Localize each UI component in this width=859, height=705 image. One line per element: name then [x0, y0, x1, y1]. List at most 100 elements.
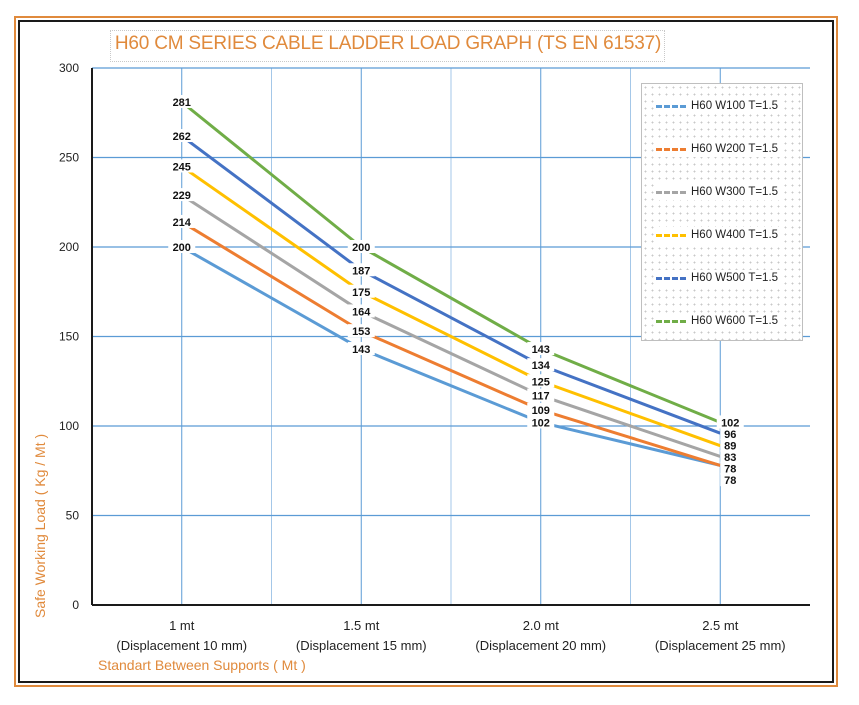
data-label: 187 — [352, 265, 370, 277]
x-tick-label: (Displacement 10 mm) — [116, 638, 247, 653]
data-label-bg — [527, 388, 555, 402]
data-label: 153 — [352, 326, 370, 338]
legend-label: H60 W400 T=1.5 — [691, 229, 779, 241]
x-tick-label: (Displacement 15 mm) — [296, 638, 427, 653]
y-tick-label: 300 — [59, 61, 79, 75]
series-line — [181, 245, 721, 467]
legend: H60 W100 T=1.5 H60 W200 T=1.5 H60 W300 T=1… — [641, 83, 803, 341]
data-label-bg — [720, 473, 741, 487]
legend-item: H60 W500 T=1.5 — [656, 270, 782, 286]
y-tick-label: 0 — [72, 598, 79, 612]
data-label-bg — [527, 374, 555, 388]
data-label-bg — [527, 415, 555, 429]
data-label: 214 — [173, 217, 192, 229]
data-label-bg — [168, 159, 196, 173]
data-labels: 281 262 245 229 214 200 200 187 175 164 153 143 143 1… — [168, 95, 744, 487]
x-axis-ticks: 1 mt (Displacement 10 mm) 1.5 mt (Displacem… — [116, 618, 785, 653]
series-line — [180, 165, 721, 448]
axes — [91, 68, 810, 606]
legend-swatch — [656, 319, 686, 323]
data-label: 117 — [532, 391, 550, 403]
data-label: 175 — [352, 287, 370, 299]
data-label-bg — [527, 342, 555, 356]
data-label-bg — [527, 402, 555, 416]
data-label: 109 — [532, 405, 550, 417]
data-label-bg — [347, 304, 375, 318]
data-label-bg — [720, 438, 741, 452]
data-label: 96 — [724, 429, 736, 441]
chart-inner-frame — [18, 20, 834, 683]
data-label-bg — [347, 342, 375, 356]
y-tick-label: 150 — [59, 330, 79, 344]
legend-label: H60 W200 T=1.5 — [691, 143, 779, 155]
data-label: 200 — [173, 242, 191, 254]
y-tick-label: 100 — [59, 419, 79, 433]
data-label-bg — [168, 129, 196, 143]
data-label: 143 — [352, 344, 370, 356]
x-tick-label: 1 mt — [169, 618, 195, 633]
y-tick-label: 50 — [66, 509, 80, 523]
data-label: 245 — [173, 161, 191, 173]
y-tick-label: 200 — [59, 240, 79, 254]
data-label: 143 — [532, 344, 550, 356]
legend-label: H60 W500 T=1.5 — [691, 272, 779, 284]
series-lines — [180, 100, 721, 467]
data-label-bg — [527, 358, 555, 372]
data-label: 262 — [173, 131, 191, 143]
data-label-bg — [347, 263, 375, 277]
data-label: 281 — [173, 97, 191, 109]
data-label-bg — [168, 214, 196, 228]
y-axis-label: Safe Working Load ( Kg / Mt ) — [32, 434, 48, 618]
data-label-bg — [168, 240, 196, 253]
series-line — [180, 100, 721, 424]
x-tick-label: 2.5 mt — [702, 618, 739, 633]
data-label-bg — [716, 415, 744, 429]
data-label: 78 — [724, 475, 736, 487]
data-label-bg — [720, 461, 741, 475]
legend-item: H60 W300 T=1.5 — [656, 184, 782, 200]
legend-item: H60 W200 T=1.5 — [656, 141, 782, 157]
legend-label: H60 W100 T=1.5 — [691, 100, 779, 112]
legend-swatch — [656, 104, 686, 108]
legend-swatch — [656, 147, 686, 151]
legend-swatch — [656, 276, 686, 280]
data-label: 102 — [532, 417, 550, 429]
data-label-bg — [720, 450, 741, 464]
legend-item: H60 W600 T=1.5 — [656, 313, 782, 329]
data-label-bg — [168, 188, 196, 202]
data-label-bg — [720, 426, 741, 440]
x-tick-label: 1.5 mt — [343, 618, 380, 633]
legend-swatch — [656, 190, 686, 194]
chart-title: H60 CM SERIES CABLE LADDER LOAD GRAPH (T… — [114, 33, 662, 54]
chart-title-box — [110, 30, 665, 62]
series-line — [180, 134, 721, 435]
data-label: 200 — [352, 242, 370, 254]
data-label: 89 — [724, 441, 736, 453]
data-label: 125 — [532, 376, 550, 388]
x-tick-label: (Displacement 25 mm) — [655, 638, 786, 653]
data-label: 164 — [352, 306, 371, 318]
data-label: 78 — [724, 464, 736, 476]
data-label: 102 — [721, 417, 739, 429]
data-label-bg — [347, 324, 375, 338]
legend-item: H60 W400 T=1.5 — [656, 227, 782, 243]
chart-outer-frame — [14, 16, 838, 687]
x-axis-label: Standart Between Supports ( Mt ) — [98, 657, 306, 673]
series-line — [180, 220, 721, 467]
legend-swatch — [656, 233, 686, 237]
legend-label: H60 W300 T=1.5 — [691, 186, 779, 198]
data-label-bg — [347, 284, 375, 298]
data-label-bg — [347, 240, 375, 253]
data-label: 83 — [724, 452, 736, 464]
y-axis-ticks: 0 50 100 150 200 250 300 — [59, 61, 79, 612]
legend-item: H60 W100 T=1.5 — [656, 98, 782, 114]
legend-label: H60 W600 T=1.5 — [691, 315, 779, 327]
x-tick-label: (Displacement 20 mm) — [475, 638, 606, 653]
data-label-bg — [168, 95, 196, 109]
y-tick-label: 250 — [59, 151, 79, 165]
x-tick-label: 2.0 mt — [523, 618, 560, 633]
data-label: 134 — [532, 360, 551, 372]
data-label: 229 — [173, 190, 191, 202]
series-line — [180, 193, 721, 458]
